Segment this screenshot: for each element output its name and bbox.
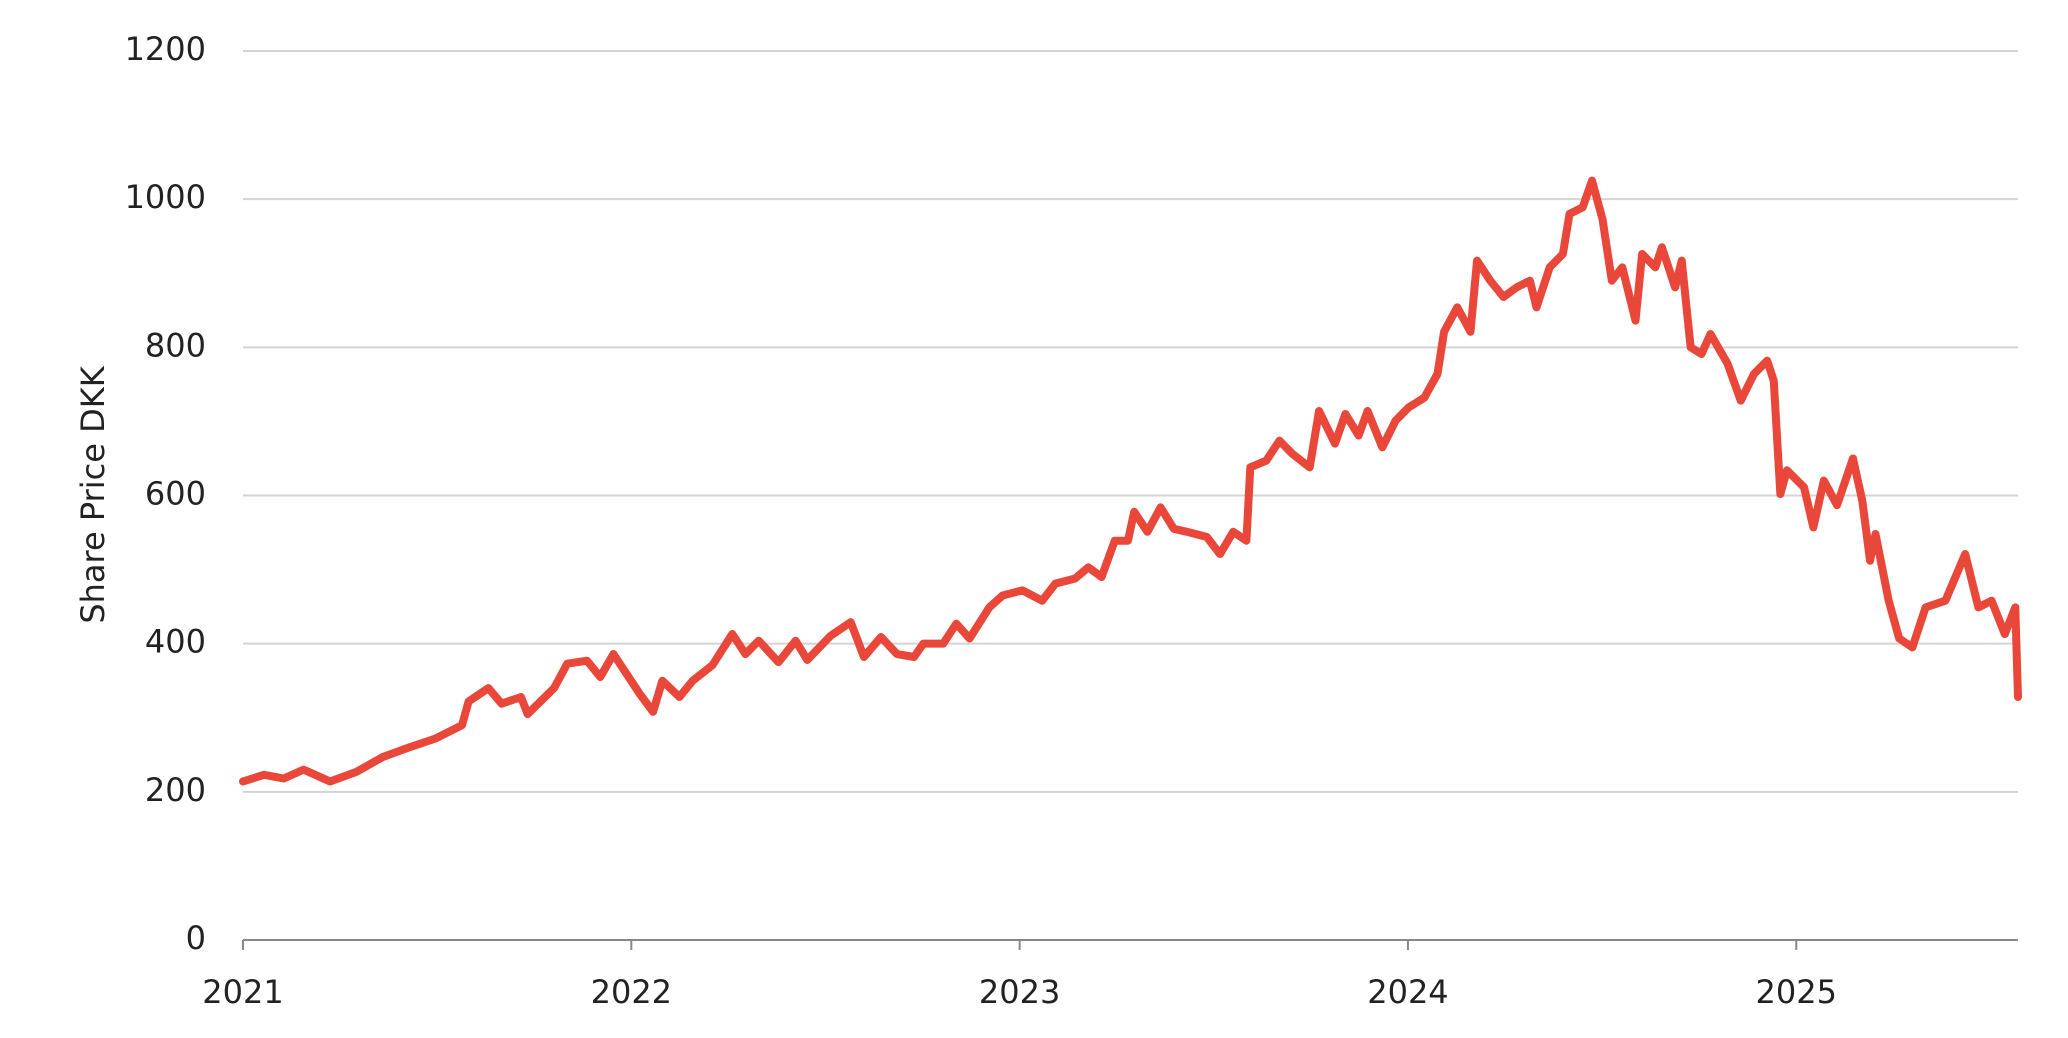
x-tick-label: 2025 <box>1756 973 1837 1011</box>
x-tick-label: 2021 <box>202 973 283 1011</box>
x-tick-label: 2023 <box>979 973 1060 1011</box>
y-tick-label: 200 <box>145 771 206 809</box>
y-tick-label: 1000 <box>125 178 206 216</box>
y-tick-label: 1200 <box>125 30 206 68</box>
y-tick-label: 800 <box>145 326 206 364</box>
y-tick-label: 600 <box>145 475 206 513</box>
x-tick-label: 2022 <box>591 973 672 1011</box>
x-tick-label: 2024 <box>1367 973 1448 1011</box>
y-axis-label: Share Price DKK <box>74 365 112 623</box>
price-line <box>239 176 2022 786</box>
y-tick-label: 400 <box>145 623 206 661</box>
y-tick-label: 0 <box>186 919 206 957</box>
